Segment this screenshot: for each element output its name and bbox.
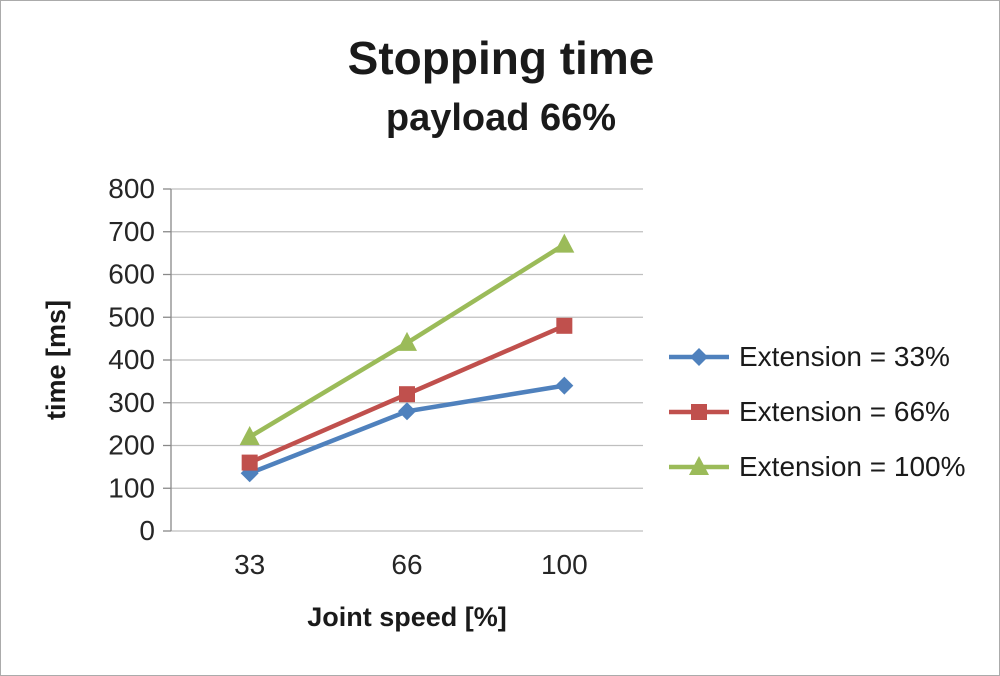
legend-square-sample-icon xyxy=(669,404,729,420)
y-tick-label: 400 xyxy=(108,344,155,375)
legend-item: Extension = 100% xyxy=(667,451,966,483)
diamond-marker-icon xyxy=(398,402,416,421)
y-tick-label: 300 xyxy=(108,387,155,418)
chart-title: Stopping time xyxy=(347,32,655,84)
legend-label: Extension = 100% xyxy=(739,451,966,482)
diamond-marker-icon xyxy=(555,376,574,395)
plot-area: 0 100 200 300 400 500 600 700 800 33 66 100 time [ms… xyxy=(41,173,643,632)
y-tick-label: 700 xyxy=(108,216,155,247)
legend-label: Extension = 66% xyxy=(739,396,950,427)
diamond-marker-icon xyxy=(690,348,708,366)
y-tick-label: 200 xyxy=(108,430,155,461)
x-tick-label: 33 xyxy=(234,549,265,580)
triangle-marker-icon xyxy=(397,331,417,351)
square-marker-icon xyxy=(399,386,415,403)
square-marker-icon xyxy=(556,317,573,334)
triangle-marker-icon xyxy=(554,233,575,253)
y-tick-label: 100 xyxy=(108,472,155,503)
legend: Extension = 33% Extension = 66% Extension … xyxy=(667,341,966,483)
square-marker-icon xyxy=(241,454,258,471)
x-tick-label: 100 xyxy=(541,549,588,580)
legend-triangle-sample-icon xyxy=(669,456,729,475)
y-tick-label: 600 xyxy=(108,259,155,290)
triangle-marker-icon xyxy=(689,456,709,475)
x-tick-label: 66 xyxy=(391,549,422,580)
legend-item: Extension = 66% xyxy=(667,396,966,428)
triangle-marker-icon xyxy=(239,425,260,445)
y-tick-label: 0 xyxy=(139,515,155,546)
y-tick-label: 800 xyxy=(108,173,155,204)
chart-subtitle: payload 66% xyxy=(385,97,617,139)
x-axis-title: Joint speed [%] xyxy=(307,602,507,632)
y-axis-title: time [ms] xyxy=(41,300,71,420)
y-tick-label: 500 xyxy=(108,301,155,332)
square-marker-icon xyxy=(691,404,707,420)
legend-diamond-sample-icon xyxy=(669,348,729,366)
legend-item: Extension = 33% xyxy=(667,341,966,373)
legend-label: Extension = 33% xyxy=(739,341,950,372)
